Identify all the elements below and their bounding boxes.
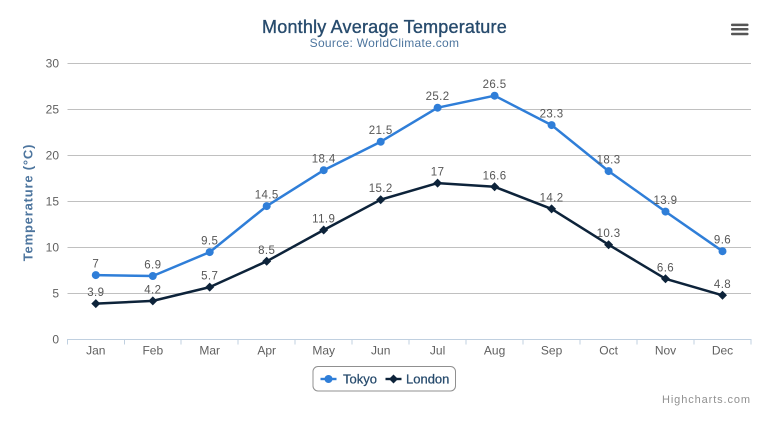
svg-text:Oct: Oct: [599, 344, 618, 358]
svg-text:Sep: Sep: [541, 344, 563, 358]
svg-text:11.9: 11.9: [312, 214, 335, 226]
svg-text:Temperature (°C): Temperature (°C): [21, 144, 36, 261]
svg-text:18.3: 18.3: [597, 155, 621, 167]
svg-text:9.6: 9.6: [714, 235, 731, 247]
svg-text:May: May: [312, 344, 335, 358]
svg-text:13.9: 13.9: [654, 195, 678, 207]
svg-text:5: 5: [52, 287, 59, 301]
svg-text:16.6: 16.6: [483, 170, 507, 182]
svg-text:21.5: 21.5: [369, 125, 393, 137]
svg-text:Aug: Aug: [484, 344, 505, 358]
svg-text:20: 20: [46, 149, 60, 163]
svg-text:Jul: Jul: [430, 344, 445, 358]
svg-text:23.3: 23.3: [540, 109, 564, 121]
svg-text:Jun: Jun: [371, 344, 390, 358]
svg-text:Mar: Mar: [199, 344, 220, 358]
svg-text:15: 15: [46, 195, 60, 209]
svg-text:10.3: 10.3: [597, 228, 621, 240]
svg-text:Dec: Dec: [712, 344, 733, 358]
svg-text:Source: WorldClimate.com: Source: WorldClimate.com: [310, 36, 460, 50]
svg-text:4.8: 4.8: [714, 279, 731, 291]
svg-text:17: 17: [431, 167, 445, 179]
svg-text:Tokyo: Tokyo: [343, 372, 377, 387]
svg-text:18.4: 18.4: [312, 154, 336, 166]
svg-text:Jan: Jan: [86, 344, 105, 358]
svg-text:3.9: 3.9: [87, 287, 104, 299]
svg-text:10: 10: [46, 241, 60, 255]
svg-text:8.5: 8.5: [258, 245, 275, 257]
svg-text:26.5: 26.5: [483, 79, 507, 91]
svg-text:4.2: 4.2: [144, 284, 161, 296]
svg-text:14.5: 14.5: [255, 190, 279, 202]
svg-text:5.7: 5.7: [201, 271, 218, 283]
svg-text:15.2: 15.2: [369, 183, 393, 195]
svg-text:6.9: 6.9: [144, 260, 161, 272]
svg-text:0: 0: [52, 333, 59, 347]
svg-text:Nov: Nov: [655, 344, 676, 358]
svg-text:6.6: 6.6: [657, 262, 674, 274]
svg-text:Monthly Average Temperature: Monthly Average Temperature: [262, 17, 507, 37]
svg-text:9.5: 9.5: [201, 236, 218, 248]
svg-text:London: London: [406, 372, 449, 387]
svg-text:Highcharts.com: Highcharts.com: [662, 394, 751, 406]
svg-text:14.2: 14.2: [540, 192, 564, 204]
svg-text:25: 25: [46, 103, 60, 117]
svg-text:25.2: 25.2: [426, 91, 450, 103]
svg-text:Apr: Apr: [257, 344, 276, 358]
svg-text:30: 30: [46, 57, 60, 71]
svg-text:7: 7: [92, 259, 99, 271]
svg-text:Feb: Feb: [142, 344, 163, 358]
